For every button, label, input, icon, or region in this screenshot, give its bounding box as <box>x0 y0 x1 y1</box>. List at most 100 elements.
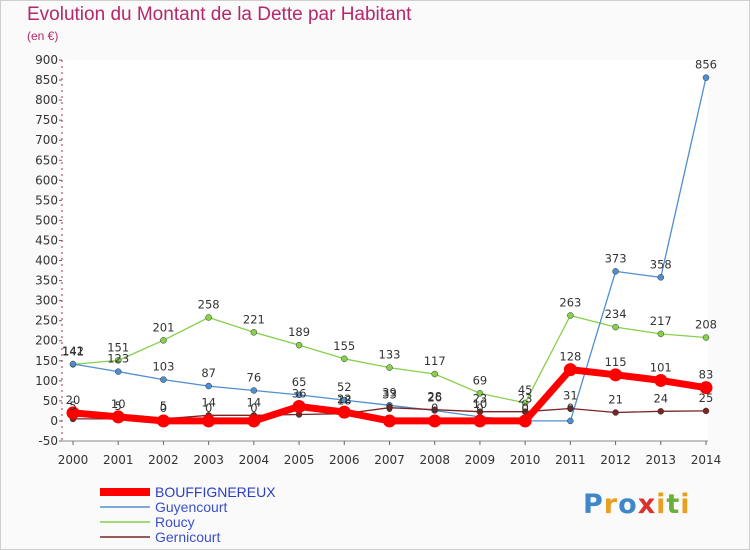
y-tick-label: 450 <box>35 233 58 247</box>
y-tick-label: 900 <box>35 53 58 67</box>
y-tick-label: 550 <box>35 193 58 207</box>
data-label: 33 <box>382 388 397 402</box>
y-tick-label: -50 <box>38 434 58 448</box>
data-point <box>657 330 665 338</box>
data-label: 263 <box>559 295 581 309</box>
y-tick-label: 850 <box>35 73 58 87</box>
y-tick-label: 650 <box>35 153 58 167</box>
data-label: 201 <box>152 320 174 334</box>
data-point <box>699 381 713 395</box>
y-tick-label: 200 <box>35 334 58 348</box>
proxiti-logo: Proxiti <box>583 489 691 520</box>
y-tick-label: 150 <box>35 354 58 368</box>
x-tick-label: 2001 <box>103 453 134 467</box>
data-point <box>156 414 170 428</box>
data-point <box>702 407 710 415</box>
data-label: 155 <box>333 339 355 353</box>
y-tick-label: 50 <box>43 394 58 408</box>
data-label: 141 <box>62 344 84 358</box>
x-tick-label: 2008 <box>419 453 450 467</box>
data-point <box>111 410 125 424</box>
data-label: 76 <box>247 370 262 384</box>
data-label: 221 <box>243 312 265 326</box>
data-label: 52 <box>337 380 352 394</box>
data-label: 87 <box>201 366 216 380</box>
data-label: 14 <box>201 395 216 409</box>
data-label: 234 <box>605 307 627 321</box>
data-label: 24 <box>653 391 668 405</box>
data-label: 0 <box>567 401 574 415</box>
x-tick-label: 2011 <box>555 453 586 467</box>
y-tick-label: 800 <box>35 93 58 107</box>
data-point <box>205 382 212 390</box>
data-point <box>114 368 122 375</box>
data-label: 26 <box>427 391 442 405</box>
data-point <box>657 408 665 415</box>
data-label: 0 <box>205 401 212 415</box>
y-tick-label: 300 <box>35 294 58 308</box>
chart-title: Evolution du Montant de la Dette par Hab… <box>27 4 412 25</box>
chart-subtitle: (en €) <box>27 29 59 43</box>
data-label: 189 <box>288 325 310 339</box>
data-point <box>612 409 619 416</box>
data-point <box>337 405 351 419</box>
x-tick-label: 2014 <box>691 453 722 467</box>
legend-label-roucy: Roucy <box>155 514 195 530</box>
data-label: 69 <box>473 373 488 387</box>
data-point <box>292 400 306 414</box>
data-label: 358 <box>650 257 672 271</box>
data-point <box>702 334 710 341</box>
data-label: 0 <box>160 401 167 415</box>
data-point <box>341 396 348 404</box>
data-point <box>702 74 710 81</box>
data-point <box>386 364 393 371</box>
data-label: 28 <box>427 390 442 404</box>
y-tick-label: 100 <box>35 374 58 388</box>
data-point <box>476 390 484 397</box>
data-point <box>612 323 619 331</box>
data-point <box>386 404 393 411</box>
y-tick-label: 600 <box>35 173 58 187</box>
data-label: 36 <box>292 387 307 401</box>
data-point <box>428 414 442 428</box>
data-point <box>341 355 348 363</box>
data-point <box>567 405 574 412</box>
x-tick-label: 2002 <box>148 453 179 467</box>
data-point <box>567 417 574 425</box>
y-tick-label: 500 <box>35 213 58 227</box>
x-tick-label: 2009 <box>465 453 496 467</box>
legend-label-bouffignereux: BOUFFIGNEREUX <box>155 484 276 500</box>
y-tick-label: 700 <box>35 133 58 147</box>
data-label: 217 <box>650 314 672 328</box>
data-point <box>383 414 396 428</box>
data-label: 18 <box>337 394 352 408</box>
data-label: 133 <box>379 348 401 362</box>
x-tick-label: 2010 <box>510 453 541 467</box>
data-point <box>657 274 665 281</box>
data-point <box>521 399 529 407</box>
data-point <box>612 268 619 275</box>
data-label: 14 <box>247 395 262 409</box>
data-label: 115 <box>605 355 627 369</box>
data-label: 856 <box>695 58 717 72</box>
data-label: 0 <box>431 401 438 415</box>
data-label: 5 <box>160 399 167 413</box>
data-label: 25 <box>699 391 714 405</box>
data-label: 0 <box>250 401 257 415</box>
data-label: 39 <box>382 385 397 399</box>
data-label: 22 <box>337 392 352 406</box>
data-label: 10 <box>473 397 488 411</box>
x-tick-label: 2006 <box>329 453 360 467</box>
data-label: 117 <box>424 354 446 368</box>
data-label: 20 <box>66 393 81 407</box>
data-point <box>473 414 487 428</box>
x-tick-label: 2005 <box>284 453 315 467</box>
data-label: 0 <box>521 401 528 415</box>
legend-label-guyencourt: Guyencourt <box>155 499 227 515</box>
legend-label-gernicourt: Gernicourt <box>155 529 220 545</box>
data-label: 0 <box>386 401 393 415</box>
data-point <box>295 391 303 399</box>
x-tick-label: 2003 <box>193 453 224 467</box>
data-label: 0 <box>521 401 528 415</box>
